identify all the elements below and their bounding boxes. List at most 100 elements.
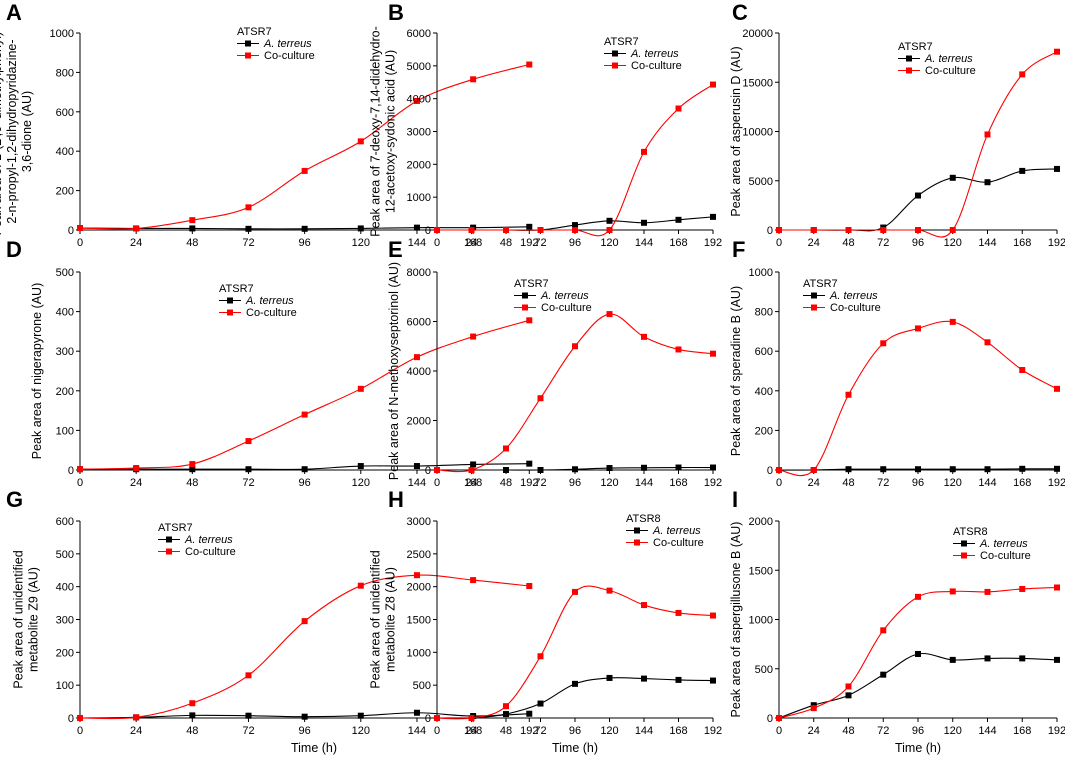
data-point-cocult xyxy=(880,340,887,347)
legend-label: Co-culture xyxy=(925,65,976,77)
y-tick-label: 0 xyxy=(68,225,74,237)
data-point-cocult xyxy=(915,593,921,600)
legend-swatch-marker xyxy=(522,304,528,311)
y-tick-label: 500 xyxy=(413,680,431,692)
y-tick-label: 4000 xyxy=(407,94,431,106)
legend-label: Co-culture xyxy=(631,60,682,72)
y-tick-label: 1500 xyxy=(749,565,773,577)
x-tick-label: 0 xyxy=(434,237,440,249)
panel-b: B 0 24 48 72 96 120 144 168 192 0 1000 2000 3000 4000 5… xyxy=(369,0,723,249)
x-tick-label: 96 xyxy=(299,237,311,249)
data-point-cocult xyxy=(845,391,852,398)
data-point-cocult xyxy=(133,225,140,232)
x-tick-label: 72 xyxy=(242,237,254,249)
x-tick-label: 192 xyxy=(520,237,538,249)
data-point-atr xyxy=(301,225,308,232)
y-axis-title: 12-acetoxy-sydonic acid (AU) xyxy=(384,50,398,213)
data-point-cocult xyxy=(537,227,544,233)
x-tick-label: 48 xyxy=(842,725,854,737)
legend-swatch-marker xyxy=(811,304,817,311)
panel-c: C 0 24 48 72 96 120 144 168 192 0 5000 10000 15000 200… xyxy=(729,0,1065,249)
y-tick-label: 2000 xyxy=(407,416,431,428)
data-point-cocult xyxy=(810,467,817,473)
x-tick-label: 120 xyxy=(352,477,370,489)
data-point-cocult xyxy=(189,700,196,707)
y-tick-label: 400 xyxy=(56,582,74,594)
legend-swatch-marker xyxy=(811,292,817,299)
data-point-atr xyxy=(503,711,509,718)
y-axis-title: Peak area of aspergillusone B (AU) xyxy=(729,522,743,718)
x-tick-label: 48 xyxy=(186,725,198,737)
y-axis-title: Peak area of unidentified xyxy=(12,550,26,688)
y-tick-label: 500 xyxy=(56,549,74,561)
x-axis-title: Time (h) xyxy=(895,741,941,755)
legend-title: ATSR7 xyxy=(514,278,549,290)
y-tick-label: 15000 xyxy=(742,77,773,89)
y-tick-label: 200 xyxy=(56,386,74,398)
data-point-atr xyxy=(845,692,852,699)
panel-a: A 0 24 48 72 96 120 144 168 192 0 200 400 600 800 1000 P… xyxy=(0,0,548,249)
legend-swatch-marker xyxy=(245,40,251,47)
data-point-cocult xyxy=(949,588,956,595)
data-point-cocult xyxy=(810,705,817,712)
legend-label: Co-culture xyxy=(264,50,315,62)
x-tick-label: 48 xyxy=(186,237,198,249)
series-line-cocult xyxy=(79,63,530,230)
x-tick-label: 48 xyxy=(842,477,854,489)
data-point-cocult xyxy=(810,227,817,233)
legend-swatch-marker xyxy=(961,552,967,559)
y-tick-label: 800 xyxy=(755,307,773,319)
data-point-cocult xyxy=(606,227,613,233)
data-point-cocult xyxy=(468,715,475,721)
y-tick-label: 8000 xyxy=(407,267,431,279)
data-point-atr xyxy=(301,466,308,473)
data-point-cocult xyxy=(77,225,83,232)
legend-swatch-marker xyxy=(961,540,967,547)
data-point-atr xyxy=(245,466,252,473)
x-tick-label: 48 xyxy=(500,725,512,737)
x-tick-label: 72 xyxy=(877,477,889,489)
legend-swatch-marker xyxy=(522,292,528,299)
x-tick-label: 24 xyxy=(808,237,820,249)
data-point-atr xyxy=(503,467,509,473)
y-tick-label: 4000 xyxy=(407,366,431,378)
legend-title: ATSR7 xyxy=(604,36,639,48)
data-point-atr xyxy=(915,466,921,473)
x-tick-label: 72 xyxy=(242,725,254,737)
y-axis-title: 3,6-dione (AU) xyxy=(20,91,34,172)
data-point-cocult xyxy=(880,627,887,634)
panel-g: G 0 24 48 72 96 120 144 168 192 0 100 200 300 400 500 60… xyxy=(6,487,548,755)
legend-title: ATSR7 xyxy=(219,283,254,295)
data-point-atr xyxy=(710,677,716,684)
data-point-cocult xyxy=(606,587,613,594)
legend-title: ATSR7 xyxy=(803,278,838,290)
x-tick-label: 48 xyxy=(842,237,854,249)
data-point-atr xyxy=(880,671,887,678)
y-tick-label: 1000 xyxy=(407,192,431,204)
data-point-atr xyxy=(641,675,647,682)
data-point-cocult xyxy=(413,354,420,361)
x-tick-label: 168 xyxy=(1013,237,1031,249)
legend-label: A. terreus xyxy=(630,48,679,60)
y-tick-label: 2000 xyxy=(749,516,773,528)
legend-swatch-marker xyxy=(227,309,233,316)
x-tick-label: 144 xyxy=(635,725,653,737)
series-line-cocult xyxy=(436,84,714,237)
x-tick-label: 0 xyxy=(434,477,440,489)
x-tick-label: 96 xyxy=(912,237,924,249)
data-point-cocult xyxy=(710,81,716,88)
data-point-atr xyxy=(1019,465,1026,472)
data-point-cocult xyxy=(675,346,682,353)
series-line-cocult xyxy=(436,313,714,473)
y-tick-label: 2000 xyxy=(407,582,431,594)
data-point-cocult xyxy=(133,714,140,721)
data-point-cocult xyxy=(189,461,196,468)
x-tick-label: 168 xyxy=(1013,477,1031,489)
data-point-atr xyxy=(470,461,477,468)
data-point-atr xyxy=(572,222,578,229)
y-tick-label: 300 xyxy=(56,615,74,627)
data-point-atr xyxy=(526,460,533,467)
y-tick-label: 3000 xyxy=(407,516,431,528)
data-point-cocult xyxy=(470,76,477,83)
y-axis-title: Peak area of unidentified xyxy=(369,550,383,688)
